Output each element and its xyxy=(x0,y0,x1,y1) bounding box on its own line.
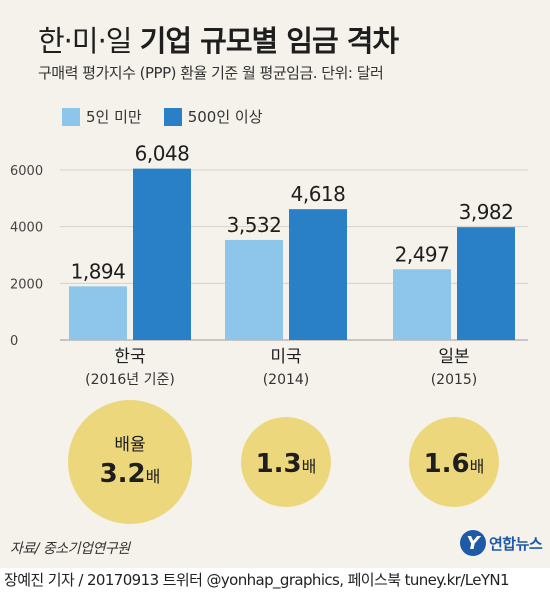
title-countries: 한·미·일 xyxy=(38,24,132,58)
legend-swatch-large xyxy=(163,107,182,126)
ratio-circle xyxy=(409,417,499,507)
title-main: 기업 규모별 임금 격차 xyxy=(139,24,399,58)
legend-item-small: 5인 미만 xyxy=(62,106,142,127)
data-label: 4,618 xyxy=(291,182,346,206)
category-sublabel: (2016년 기준) xyxy=(85,372,175,388)
y-tick-label: 6000 xyxy=(10,164,43,179)
legend-label-small: 5인 미만 xyxy=(86,108,142,126)
ratio-number: 1.3 xyxy=(256,449,302,479)
ratio-circle xyxy=(241,417,331,507)
legend: 5인 미만 500인 이상 xyxy=(62,106,285,127)
ratio-label: 배율 xyxy=(114,435,145,455)
data-label: 1,894 xyxy=(71,259,126,283)
bar xyxy=(133,168,191,340)
bar xyxy=(393,269,451,340)
bar xyxy=(69,286,127,340)
category-label: 한국 xyxy=(114,347,145,367)
data-label: 3,532 xyxy=(227,213,282,237)
category-sublabel: (2014) xyxy=(263,372,310,388)
ratio-number: 3.2 xyxy=(100,459,146,489)
chart-subtitle: 구매력 평가지수 (PPP) 환율 기준 월 평균임금. 단위: 달러 xyxy=(38,64,384,82)
logo-mark: Y xyxy=(460,530,486,556)
ratio-circle xyxy=(68,400,192,524)
ratio-unit: 배 xyxy=(302,457,317,476)
ratio-unit: 배 xyxy=(146,467,161,486)
legend-swatch-small xyxy=(62,107,80,126)
ratio-unit: 배 xyxy=(470,457,485,476)
logo-name: 연합뉴스 xyxy=(489,534,543,553)
ratio-value: 1.6배 xyxy=(424,449,485,479)
yonhap-logo: Y 연합뉴스 xyxy=(460,530,543,556)
y-tick-label: 0 xyxy=(10,334,18,349)
credit-line: 장예진 기자 / 20170913 트위터 @yonhap_graphics, … xyxy=(4,571,510,589)
bar-chart: 0 2000 4000 6000 1,894 6,048 한국 (2016년 기준) 배율 3.2… xyxy=(10,142,528,524)
data-label: 2,497 xyxy=(395,242,450,266)
category-label: 미국 xyxy=(270,347,301,367)
category-label: 일본 xyxy=(438,347,469,367)
bar xyxy=(457,227,515,340)
data-label: 3,982 xyxy=(459,200,514,224)
data-label: 6,048 xyxy=(135,142,190,166)
bar xyxy=(289,209,347,340)
bar xyxy=(225,239,283,340)
y-tick-label: 4000 xyxy=(10,221,43,236)
y-tick-label: 2000 xyxy=(10,277,43,292)
category-sublabel: (2015) xyxy=(431,372,478,388)
legend-item-large: 500인 이상 xyxy=(163,106,263,127)
ratio-number: 1.6 xyxy=(424,449,470,479)
ratio-value: 3.2배 xyxy=(100,459,161,489)
chart-title: 한·미·일 기업 규모별 임금 격차 xyxy=(38,18,399,60)
source-note: 자료/ 중소기업연구원 xyxy=(10,541,130,557)
legend-label-large: 500인 이상 xyxy=(187,108,263,126)
ratio-value: 1.3배 xyxy=(256,449,317,479)
